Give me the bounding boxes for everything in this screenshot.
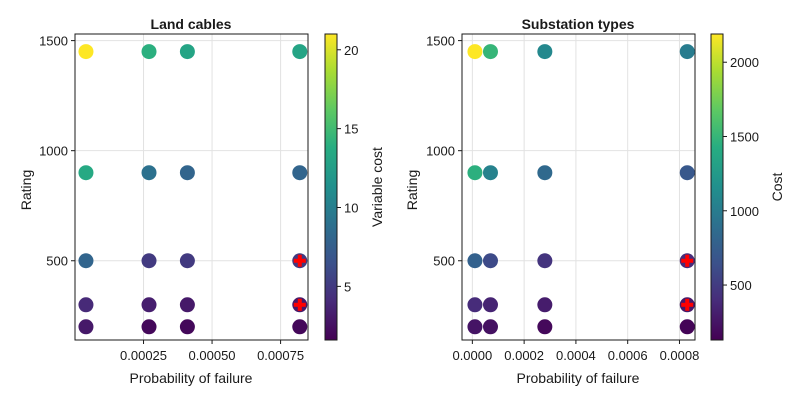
scatter-point	[679, 319, 695, 335]
scatter-point	[467, 253, 483, 269]
scatter-point	[78, 165, 94, 181]
scatter-point	[179, 165, 195, 181]
scatter-point	[141, 165, 157, 181]
colorbar-tick-label: 20	[344, 43, 358, 58]
scatter-point	[467, 165, 483, 181]
x-axis-label-land-cables: Probability of failure	[130, 370, 253, 386]
scatter-point	[679, 44, 695, 60]
highlight-marker	[293, 254, 306, 267]
colorbar-tick-label: 2000	[730, 55, 759, 70]
highlight-marker	[681, 298, 694, 311]
x-tick-label: 0.0004	[556, 348, 596, 363]
scatter-point	[482, 297, 498, 313]
scatter-point	[537, 253, 553, 269]
highlight-marker	[681, 254, 694, 267]
chart-title-land-cables: Land cables	[151, 16, 232, 32]
scatter-point	[537, 319, 553, 335]
scatter-point	[141, 253, 157, 269]
y-tick-label: 1000	[426, 144, 455, 159]
scatter-point	[141, 319, 157, 335]
scatter-point	[141, 297, 157, 313]
scatter-point	[78, 253, 94, 269]
colorbar-frame	[324, 33, 338, 341]
colorbar-frame	[710, 33, 724, 341]
scatter-point	[537, 297, 553, 313]
scatter-point	[292, 165, 308, 181]
panel-land-cables: Land cables 0.00025 0.00050 0.00075 500 1000…	[18, 16, 385, 386]
x-tick-label: 0.0000	[452, 348, 492, 363]
scatter-point	[467, 297, 483, 313]
colorbar-tick-label: 1500	[730, 129, 759, 144]
y-tick-label: 1500	[39, 34, 68, 49]
scatter-point	[482, 319, 498, 335]
scatter-point	[482, 44, 498, 60]
colorbar-tick-label: 500	[730, 278, 752, 293]
scatter-point	[179, 319, 195, 335]
x-tick-label: 0.0002	[504, 348, 544, 363]
y-tick-label: 1500	[426, 34, 455, 49]
scatter-point	[78, 297, 94, 313]
plot-frame	[74, 33, 309, 341]
x-axis-label-substation-types: Probability of failure	[517, 370, 640, 386]
scatter-point	[537, 165, 553, 181]
plot-frame	[461, 33, 696, 341]
x-tick-label: 0.00050	[189, 348, 236, 363]
scatter-point	[141, 44, 157, 60]
scatter-point	[467, 319, 483, 335]
plot-area-substation-types: 0.0000 0.0002 0.0004 0.0006 0.0008 500 1000 150…	[426, 33, 700, 363]
y-tick-label: 1000	[39, 144, 68, 159]
scatter-point	[482, 165, 498, 181]
scatter-point	[78, 44, 94, 60]
colorbar-gradient	[325, 34, 337, 340]
colorbar-label-land-cables: Variable cost	[369, 147, 385, 227]
scatter-point	[679, 165, 695, 181]
x-tick-label: 0.0008	[660, 348, 700, 363]
scatter-point	[537, 44, 553, 60]
colorbar-tick-label: 5	[344, 279, 351, 294]
scatter-point	[467, 44, 483, 60]
y-tick-label: 500	[433, 254, 455, 269]
highlight-marker	[293, 298, 306, 311]
plot-area-land-cables: 0.00025 0.00050 0.00075 500 1000 1500	[39, 33, 309, 363]
y-tick-label: 500	[46, 254, 68, 269]
scatter-point	[292, 319, 308, 335]
panel-substation-types: Substation types 0.0000 0.0002 0.0004 0.000…	[404, 16, 785, 386]
scatter-point	[78, 319, 94, 335]
chart-title-substation-types: Substation types	[522, 16, 635, 32]
colorbar-land-cables: 5 10 15 20	[324, 33, 358, 341]
colorbar-gradient	[711, 34, 723, 340]
colorbar-tick-label: 1000	[730, 204, 759, 219]
x-tick-label: 0.0006	[608, 348, 648, 363]
scatter-point	[179, 297, 195, 313]
colorbar-substation-types: 500 1000 1500 2000	[710, 33, 759, 341]
scatter-point	[292, 44, 308, 60]
colorbar-tick-label: 15	[344, 122, 358, 137]
y-axis-label-substation-types: Rating	[404, 170, 420, 210]
x-tick-label: 0.00025	[120, 348, 167, 363]
x-tick-label: 0.00075	[257, 348, 304, 363]
scatter-point	[482, 253, 498, 269]
y-axis-label-land-cables: Rating	[18, 170, 34, 210]
colorbar-tick-label: 10	[344, 201, 358, 216]
scatter-point	[179, 44, 195, 60]
colorbar-label-substation-types: Cost	[769, 173, 785, 202]
scatter-point	[179, 253, 195, 269]
